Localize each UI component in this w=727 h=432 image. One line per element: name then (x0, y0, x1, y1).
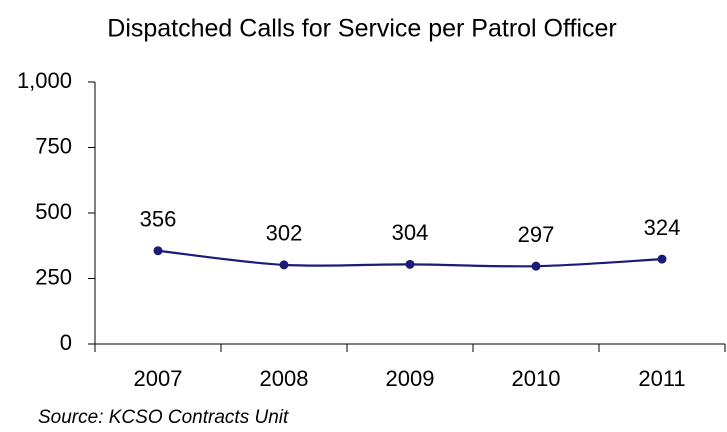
x-tick-label: 2010 (512, 366, 561, 391)
data-label: 324 (644, 215, 681, 240)
x-tick-label: 2009 (386, 366, 435, 391)
data-point (657, 254, 667, 264)
source-note: Source: KCSO Contracts Unit (38, 407, 289, 428)
y-tick-label: 0 (60, 330, 72, 355)
y-tick-label: 250 (35, 264, 72, 289)
data-point (405, 259, 415, 269)
data-point (153, 246, 163, 256)
data-point (531, 261, 541, 271)
data-label: 297 (518, 222, 555, 247)
data-label: 302 (266, 221, 303, 246)
x-tick-label: 2007 (134, 366, 183, 391)
y-tick-label: 750 (35, 133, 72, 158)
y-tick-label: 1,000 (17, 68, 72, 93)
x-tick-label: 2008 (260, 366, 309, 391)
data-point (279, 260, 289, 270)
data-label: 356 (140, 207, 177, 232)
chart-title: Dispatched Calls for Service per Patrol … (107, 15, 616, 43)
y-tick-label: 500 (35, 199, 72, 224)
data-label: 304 (392, 220, 429, 245)
x-tick-label: 2011 (638, 366, 685, 391)
